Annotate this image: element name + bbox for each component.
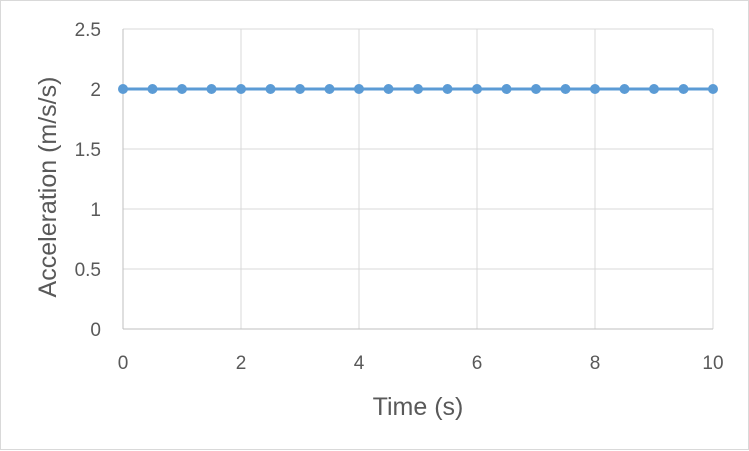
y-tick-labels: 0 0.5 1 1.5 2 2.5: [75, 20, 101, 341]
data-point: [413, 84, 423, 94]
y-tick-label: 0.5: [75, 260, 101, 281]
y-tick-label: 0: [90, 320, 101, 341]
data-point: [295, 84, 305, 94]
y-tick-label: 2.5: [75, 20, 101, 41]
data-point: [236, 84, 246, 94]
x-tick-label: 4: [354, 353, 365, 374]
data-point: [265, 84, 276, 94]
data-point: [678, 84, 689, 94]
x-tick-label: 2: [236, 353, 247, 374]
data-point: [531, 84, 541, 94]
grid-lines: [123, 28, 714, 329]
data-point: [147, 84, 158, 94]
data-point: [501, 84, 512, 94]
data-point: [206, 84, 217, 94]
x-axis-title: Time (s): [373, 393, 464, 421]
data-point: [383, 84, 394, 94]
data-point: [442, 84, 453, 94]
y-axis-title: Acceleration (m/s/s): [34, 77, 62, 298]
x-tick-label: 6: [472, 353, 483, 374]
data-point: [590, 84, 600, 94]
data-point: [649, 84, 659, 94]
y-tick-label: 1: [90, 200, 101, 221]
x-tick-label: 0: [118, 353, 129, 374]
series-group: [118, 84, 718, 94]
data-point: [118, 84, 128, 94]
data-point: [354, 84, 364, 94]
y-tick-label: 1.5: [75, 140, 101, 161]
data-point: [472, 84, 482, 94]
axes: [122, 29, 713, 330]
x-tick-labels: 0 2 4 6 8 10: [118, 353, 724, 374]
data-point: [708, 84, 718, 94]
data-point: [324, 84, 335, 94]
data-point: [560, 84, 571, 94]
x-tick-label: 10: [702, 353, 723, 374]
y-tick-label: 2: [90, 80, 101, 101]
data-point: [177, 84, 187, 94]
x-tick-label: 8: [590, 353, 601, 374]
data-point: [619, 84, 630, 94]
